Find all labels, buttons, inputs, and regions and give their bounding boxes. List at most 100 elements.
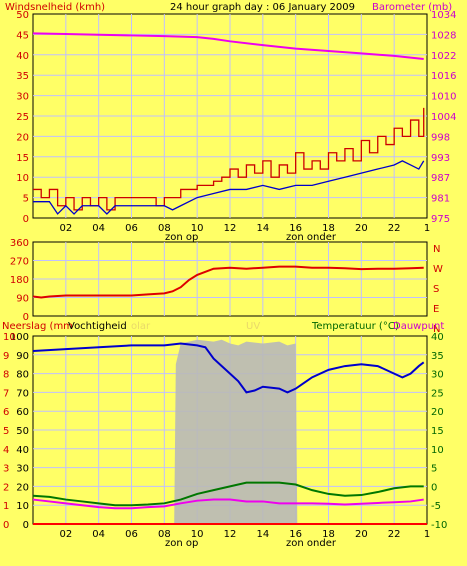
dewpoint-line bbox=[32, 498, 424, 510]
temperature-y-tick: -5 bbox=[431, 501, 441, 512]
barometer-y-tick: 998 bbox=[431, 132, 450, 143]
wind-y-tick: 35 bbox=[16, 71, 29, 82]
chart-title: 24 hour graph day : 06 January 2009 bbox=[170, 2, 355, 13]
x-tick-label: 02 bbox=[59, 529, 72, 540]
temperature-y-tick: 40 bbox=[431, 332, 444, 343]
x-tick-label: 02 bbox=[59, 223, 72, 234]
temperature-y-tick: 10 bbox=[431, 445, 444, 456]
rain-y-tick: 8 bbox=[3, 370, 9, 381]
direction-y-tick: 90 bbox=[16, 294, 29, 305]
direction-y-tick: 180 bbox=[10, 275, 29, 286]
compass-letter: W bbox=[433, 264, 443, 275]
grid-lines bbox=[33, 14, 427, 524]
barometer-y-tick: 987 bbox=[431, 173, 450, 184]
temperature-y-tick: 5 bbox=[431, 464, 437, 475]
x-tick-label: 1 bbox=[424, 223, 430, 234]
rain-y-tick: 10 bbox=[3, 332, 16, 343]
wind-avg-line bbox=[33, 160, 425, 215]
x-tick-label: 22 bbox=[388, 223, 401, 234]
x-tick-label: 08 bbox=[158, 529, 171, 540]
compass-letter: S bbox=[433, 284, 439, 295]
barometer-y-tick: 975 bbox=[431, 214, 450, 225]
wind-y-tick: 25 bbox=[16, 112, 29, 123]
x-tick-label: 12 bbox=[224, 223, 237, 234]
barometer-y-tick: 1028 bbox=[431, 30, 456, 41]
rain-y-tick: 4 bbox=[3, 445, 9, 456]
barometer-axis-label: Barometer (mb) bbox=[372, 2, 452, 13]
humidity-axis-label: Vochtigheid bbox=[68, 321, 127, 332]
sunrise-label-bottom: zon op bbox=[165, 538, 198, 549]
humidity-y-tick: 80 bbox=[16, 370, 29, 381]
sunset-label-bottom: zon onder bbox=[286, 538, 337, 549]
wind-y-tick: 30 bbox=[16, 92, 29, 103]
tick-labels: 02 04 06 08 10 12 14 16 18 20 22 102 04 06 08 10 12 14 16 1… bbox=[3, 10, 456, 540]
humidity-y-tick: 60 bbox=[16, 407, 29, 418]
wind-y-tick: 0 bbox=[23, 214, 29, 225]
x-tick-label: 08 bbox=[158, 223, 171, 234]
x-tick-label: 12 bbox=[224, 529, 237, 540]
barometer-y-tick: 981 bbox=[431, 194, 450, 205]
x-tick-label: 04 bbox=[92, 223, 105, 234]
x-tick-label: 18 bbox=[322, 223, 335, 234]
rain-y-tick: 0 bbox=[3, 520, 9, 531]
x-tick-label: 04 bbox=[92, 529, 105, 540]
barometer-y-tick: 1010 bbox=[431, 92, 456, 103]
direction-y-tick: 0 bbox=[23, 312, 29, 323]
compass-letter: E bbox=[433, 304, 439, 315]
temperature-y-tick: -10 bbox=[431, 520, 447, 531]
humidity-y-tick: 90 bbox=[16, 351, 29, 362]
x-tick-label: 14 bbox=[256, 529, 269, 540]
sunrise-label: zon op bbox=[165, 232, 198, 243]
solar-axis-label: olar bbox=[131, 321, 151, 332]
rain-y-tick: 2 bbox=[3, 482, 9, 493]
compass-letter: N bbox=[433, 244, 440, 255]
humidity-y-tick: 10 bbox=[16, 501, 29, 512]
wind-y-tick: 50 bbox=[16, 10, 29, 21]
solar-area bbox=[174, 339, 298, 524]
wind-y-tick: 20 bbox=[16, 132, 29, 143]
barometer-y-tick: 1004 bbox=[431, 112, 456, 123]
x-tick-label: 22 bbox=[388, 529, 401, 540]
humidity-y-tick: 40 bbox=[16, 445, 29, 456]
compass-letter: N bbox=[433, 324, 440, 335]
barometer-line bbox=[32, 32, 424, 60]
humidity-y-tick: 50 bbox=[16, 426, 29, 437]
x-tick-label: 20 bbox=[355, 223, 368, 234]
humidity-y-tick: 30 bbox=[16, 464, 29, 475]
x-tick-label: 16 bbox=[289, 223, 302, 234]
wind-y-tick: 40 bbox=[16, 51, 29, 62]
x-tick-label: 18 bbox=[322, 529, 335, 540]
temperature-y-tick: 20 bbox=[431, 407, 444, 418]
barometer-y-tick: 1022 bbox=[431, 51, 456, 62]
rain-y-tick: 5 bbox=[3, 426, 9, 437]
x-tick-label: 16 bbox=[289, 529, 302, 540]
humidity-y-tick: 20 bbox=[16, 482, 29, 493]
x-tick-label: 10 bbox=[191, 529, 204, 540]
humidity-y-tick: 100 bbox=[10, 332, 29, 343]
temperature-y-tick: 25 bbox=[431, 388, 444, 399]
rain-y-tick: 3 bbox=[3, 464, 9, 475]
uv-axis-label: UV bbox=[246, 321, 260, 332]
wind-y-tick: 45 bbox=[16, 30, 29, 41]
wind-y-tick: 5 bbox=[23, 194, 29, 205]
wind-y-tick: 15 bbox=[16, 153, 29, 164]
wind-y-tick: 10 bbox=[16, 173, 29, 184]
x-tick-label: 14 bbox=[256, 223, 269, 234]
series-layer bbox=[32, 32, 427, 525]
x-tick-label: 06 bbox=[125, 529, 138, 540]
humidity-y-tick: 0 bbox=[23, 520, 29, 531]
x-tick-label: 10 bbox=[191, 223, 204, 234]
humidity-line bbox=[32, 342, 425, 394]
barometer-y-tick: 1016 bbox=[431, 71, 456, 82]
temperature-y-tick: 30 bbox=[431, 370, 444, 381]
temperature-y-tick: 0 bbox=[431, 482, 437, 493]
temperature-y-tick: 15 bbox=[431, 426, 444, 437]
temperature-axis-label: Temperatuur (°C) bbox=[311, 321, 399, 332]
x-tick-label: 1 bbox=[424, 529, 430, 540]
direction-y-tick: 360 bbox=[10, 238, 29, 249]
rain-y-tick: 6 bbox=[3, 407, 9, 418]
dewpoint-axis-label: Dauwpunt bbox=[393, 321, 444, 332]
rain-axis-label: Neerslag (mm bbox=[2, 321, 73, 332]
x-tick-label: 20 bbox=[355, 529, 368, 540]
